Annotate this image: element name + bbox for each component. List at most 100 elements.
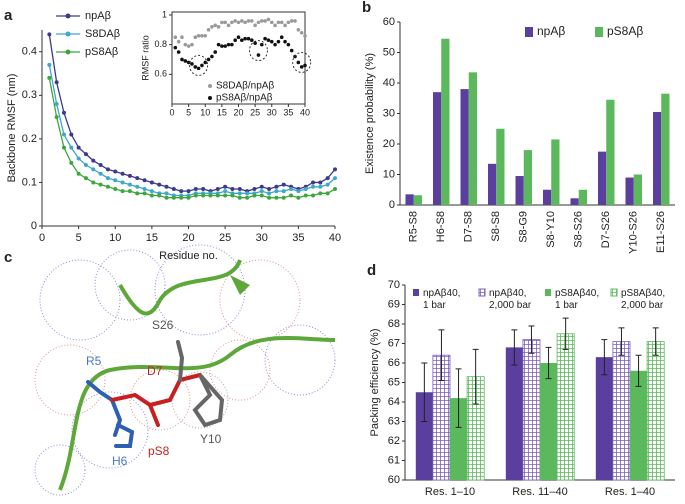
y-tick-label: 0 [31,220,37,232]
legend-swatch [610,288,618,297]
point [281,182,286,187]
y-tick-label: 60 [383,16,395,28]
point [120,180,125,185]
legend-line-1: npAβ40, [423,288,460,299]
point [98,163,103,168]
point [279,35,284,40]
point [200,63,204,68]
error-bar [472,348,479,405]
point [213,23,218,28]
point [142,191,147,196]
point [293,19,297,23]
point [237,191,242,196]
point [259,193,264,198]
point [69,145,74,150]
point [237,186,242,191]
point [193,35,198,40]
x-tick-label: H6-S8 [435,211,447,242]
point [127,182,132,187]
error-bar [421,362,428,422]
residue-label: Y10 [200,432,222,446]
legend-line-2: 1 bar [423,300,446,311]
point [210,25,214,29]
point [201,186,206,191]
point [186,189,191,194]
y-tick-label: 20 [383,138,395,150]
bar [540,363,558,480]
point [299,65,304,69]
point [196,33,201,38]
point [274,184,279,189]
point [215,186,220,191]
x-tick-label: S8-S8 [490,211,502,242]
x-tick-label: 35 [283,107,293,117]
point [283,39,287,44]
point [246,36,251,41]
point [276,39,281,44]
x-tick-label: S8-G9 [518,211,530,243]
x-tick-label: 25 [219,232,231,244]
legend-label: npAβ40, 1 bar [423,288,460,311]
legend-line-1: pS8Aβ40, [555,288,599,299]
y-tick-label: 0.8 [154,39,167,49]
error-bar [562,317,569,350]
point [318,180,323,185]
y-tick-label: 0.2 [22,133,37,145]
point [286,42,291,47]
x-tick-label: D7-S8 [463,211,475,242]
residue-label: S26 [152,318,174,332]
legend-swatch [595,27,603,37]
x-tick-label: 15 [146,232,158,244]
error-bar [528,325,535,354]
error-bar [601,339,608,376]
legend-label: pS8Aβ/npAβ [216,93,273,104]
y-tick-label: 70 [388,279,400,291]
bar [488,163,497,205]
bar [543,189,552,205]
point [193,193,198,198]
bar [625,177,634,205]
point [201,193,206,198]
point [98,182,103,187]
point [230,193,235,198]
y-tick-label: 65 [388,376,400,388]
point [120,171,125,176]
point [149,193,154,198]
point [142,178,147,183]
y-tick-label: 10 [383,168,395,180]
legend-marker [65,49,71,55]
error-bar [618,327,625,356]
x-tick-label: 30 [267,107,277,117]
legend-swatch [478,288,486,297]
x-tick-label: 10 [200,107,210,117]
point [180,35,184,40]
residue-label: D7 [147,364,163,378]
x-tick-label: 0 [39,232,45,244]
legend-label: npAβ [85,10,111,22]
y-tick-label: 30 [383,107,395,119]
molecule-render [34,244,336,496]
point [105,167,110,172]
point [333,186,337,191]
x-tick-label: S8-Y10 [545,211,557,248]
x-tick-label: 10 [109,232,121,244]
point [267,186,272,191]
y-tick-label: 61 [388,454,400,466]
point [142,186,147,191]
point [252,186,257,191]
point [303,193,308,198]
point [243,20,247,25]
point [333,176,337,181]
point [259,19,264,23]
point [200,33,204,38]
point [180,57,184,62]
y-tick-label: 62 [388,435,400,447]
point [216,25,221,29]
point [240,19,244,23]
point [149,180,154,185]
point [61,110,66,115]
point [253,41,257,45]
point [230,186,235,191]
x-tick-label: Res. 1–40 [605,486,655,498]
point [311,184,316,189]
